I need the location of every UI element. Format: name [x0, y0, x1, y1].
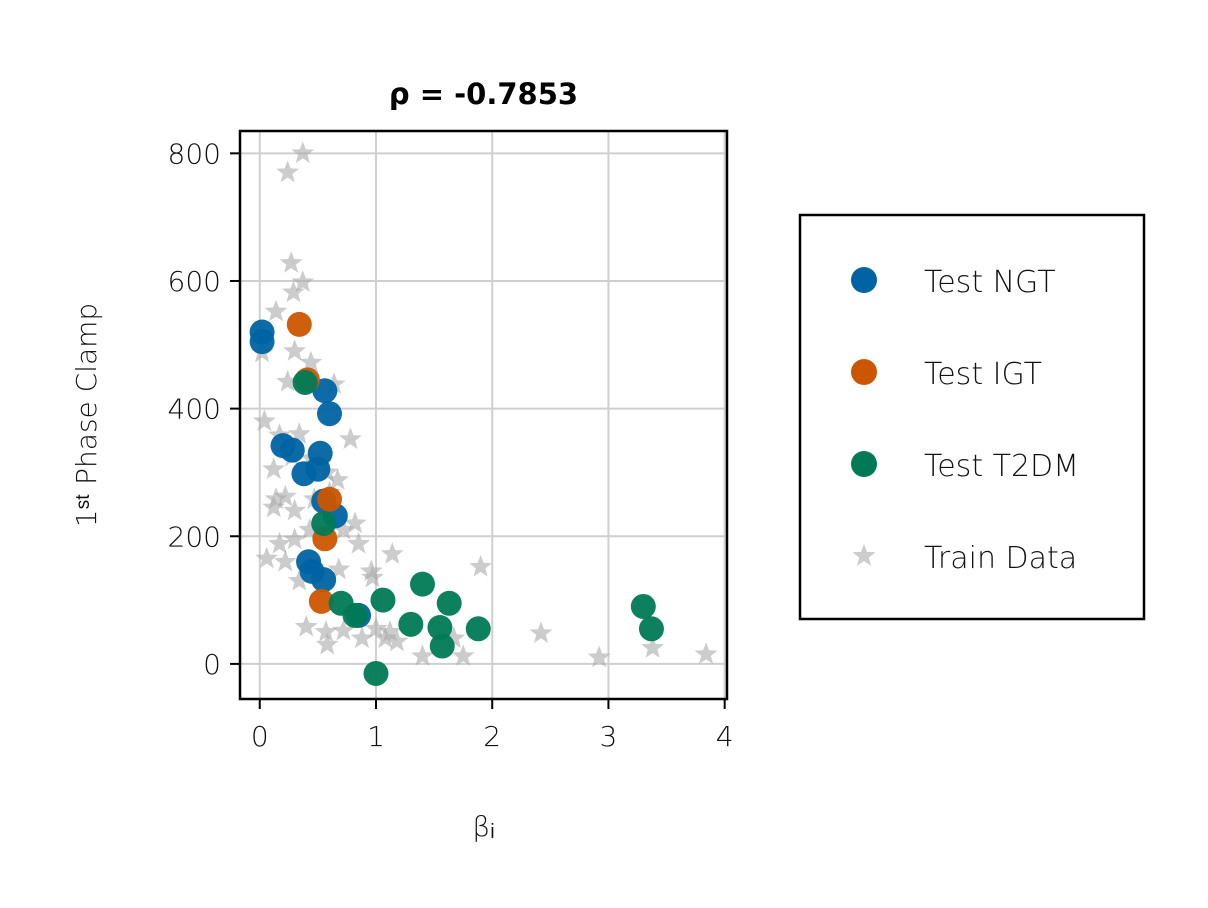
point-train-data — [287, 422, 311, 444]
data-points — [249, 141, 718, 686]
legend-label-test-t2dm: Test T2DM — [924, 449, 1079, 484]
point-train-data — [276, 160, 300, 183]
x-tick-label: 2 — [483, 720, 501, 753]
point-train-data — [326, 468, 349, 490]
y-tick-label: 200 — [168, 520, 221, 553]
x-axis-title: βᵢ — [472, 810, 494, 843]
point-train-data — [298, 517, 322, 540]
point-train-data — [378, 620, 402, 642]
point-test-t2dm — [370, 587, 396, 613]
point-train-data — [350, 626, 374, 649]
x-tick-label: 4 — [716, 720, 734, 753]
point-train-data — [262, 495, 286, 518]
point-train-data — [332, 618, 355, 641]
point-train-data — [253, 409, 276, 432]
legend-marker-train-data — [852, 544, 876, 566]
point-test-ngt — [279, 437, 305, 463]
legend-marker-test-igt — [851, 359, 877, 385]
point-train-data — [327, 557, 351, 580]
point-test-igt — [308, 588, 334, 614]
point-train-data — [641, 635, 664, 658]
grid-lines — [240, 131, 727, 699]
point-test-t2dm — [436, 590, 462, 616]
point-train-data — [264, 299, 288, 322]
point-train-data — [694, 642, 718, 664]
point-train-data — [469, 554, 492, 577]
point-train-data — [385, 629, 409, 652]
point-train-data — [283, 339, 306, 361]
point-train-data — [315, 632, 339, 655]
point-train-data — [411, 644, 434, 666]
point-train-data — [339, 427, 362, 449]
legend-label-test-igt: Test IGT — [924, 357, 1042, 392]
point-test-t2dm — [630, 593, 656, 619]
y-tick-label: 600 — [168, 265, 221, 298]
point-train-data — [291, 141, 315, 163]
point-test-t2dm — [638, 616, 664, 642]
point-train-data — [255, 546, 279, 569]
y-tick-label: 800 — [168, 137, 221, 170]
point-train-data — [279, 251, 303, 273]
point-train-data — [361, 565, 384, 588]
legend: Test NGT Test IGT Test T2DM Train Data — [798, 213, 1146, 621]
point-train-data — [332, 517, 355, 540]
point-train-data — [451, 644, 475, 666]
point-train-data — [291, 270, 315, 292]
point-train-data — [314, 620, 338, 642]
plot-frame — [238, 129, 729, 701]
legend-marker-test-ngt — [851, 267, 877, 293]
chart-title: ρ = -0.7853 — [389, 77, 578, 111]
x-tick-label: 0 — [251, 720, 269, 753]
point-test-igt — [316, 486, 342, 512]
point-train-data — [529, 621, 553, 643]
point-train-data — [287, 568, 311, 591]
point-train-data — [587, 645, 611, 668]
y-tick-label: 0 — [203, 648, 221, 681]
y-tick-label: 400 — [168, 393, 221, 426]
point-test-t2dm — [427, 615, 453, 641]
point-train-data — [347, 531, 370, 554]
point-test-t2dm — [363, 660, 389, 686]
point-train-data — [442, 626, 466, 649]
point-test-t2dm — [311, 510, 337, 536]
point-test-t2dm — [409, 571, 435, 597]
point-test-ngt — [311, 567, 337, 593]
point-train-data — [283, 498, 306, 521]
point-train-data — [273, 484, 297, 507]
point-train-data — [273, 549, 297, 572]
point-test-igt — [286, 311, 312, 337]
point-train-data — [283, 527, 306, 550]
point-test-t2dm — [342, 602, 368, 628]
point-test-ngt — [316, 401, 342, 427]
point-test-t2dm — [429, 633, 455, 659]
point-test-ngt — [249, 329, 275, 355]
point-test-t2dm — [398, 611, 424, 637]
y-axis-title: 1ˢᵗ Phase Clamp — [70, 303, 103, 527]
point-train-data — [343, 511, 367, 534]
legend-label-train-data: Train Data — [924, 541, 1077, 576]
point-test-t2dm — [465, 616, 491, 642]
point-test-ngt — [307, 440, 333, 466]
point-train-data — [264, 487, 288, 509]
axis-ticks: 0 1 2 3 4 0 200 400 600 800 — [168, 137, 734, 753]
point-test-t2dm — [292, 369, 318, 395]
point-train-data — [364, 616, 388, 639]
legend-label-test-ngt: Test NGT — [924, 265, 1056, 300]
point-train-data — [294, 614, 318, 637]
point-train-data — [380, 542, 404, 564]
point-train-data — [262, 457, 286, 479]
point-train-data — [268, 531, 291, 554]
point-train-data — [276, 369, 300, 392]
legend-marker-test-t2dm — [851, 451, 877, 477]
x-tick-label: 3 — [600, 720, 618, 753]
x-tick-label: 1 — [367, 720, 385, 753]
point-train-data — [282, 280, 305, 303]
point-train-data — [299, 350, 323, 373]
